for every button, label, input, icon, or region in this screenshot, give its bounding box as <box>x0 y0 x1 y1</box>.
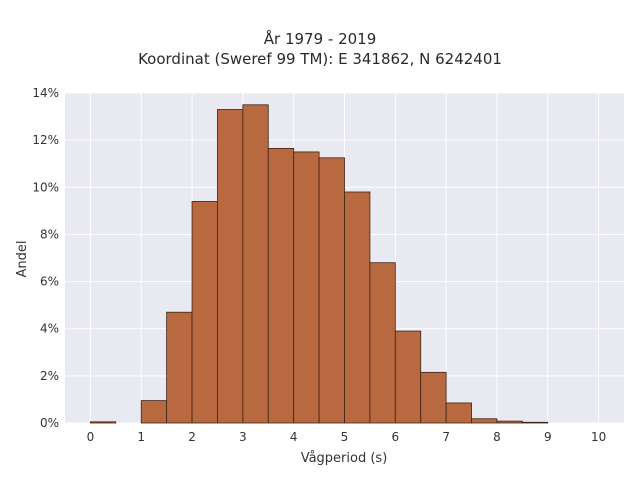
histogram-bar <box>420 371 447 424</box>
y-tick-label: 8% <box>40 227 59 241</box>
x-tick-label: 10 <box>591 430 606 444</box>
histogram-bar <box>140 400 168 424</box>
y-tick-label: 12% <box>32 133 59 147</box>
histogram-bar <box>344 191 371 424</box>
x-tick-label: 0 <box>87 430 95 444</box>
y-axis-label: Andel <box>15 241 30 278</box>
x-tick-label: 4 <box>290 430 298 444</box>
histogram-bar <box>445 402 472 424</box>
x-tick-label: 6 <box>391 430 399 444</box>
x-tick-label: 9 <box>544 430 552 444</box>
y-tick-label: 14% <box>32 86 59 100</box>
histogram-bar <box>496 420 523 424</box>
x-tick-label: 7 <box>442 430 450 444</box>
x-tick-label: 1 <box>137 430 145 444</box>
y-tick-label: 10% <box>32 180 59 194</box>
histogram-bar <box>217 109 244 424</box>
histogram-bar <box>242 104 269 424</box>
histogram-bar <box>191 201 218 424</box>
histogram-bar <box>369 262 396 424</box>
chart-subtitle: Koordinat (Sweref 99 TM): E 341862, N 62… <box>138 50 502 68</box>
histogram-bar <box>394 330 422 424</box>
y-tick-label: 6% <box>40 275 59 289</box>
x-axis-label: Vågperiod (s) <box>301 451 388 466</box>
y-tick-label: 4% <box>40 322 59 336</box>
x-tick-label: 8 <box>493 430 501 444</box>
histogram-bar <box>166 311 193 424</box>
x-tick-label: 2 <box>188 430 196 444</box>
histogram-bar <box>90 421 117 424</box>
chart-title: År 1979 - 2019 <box>263 30 377 48</box>
histogram-bar <box>318 157 345 424</box>
x-tick-label: 5 <box>341 430 349 444</box>
histogram-bar <box>521 421 549 424</box>
histogram-bar <box>471 418 498 424</box>
x-tick-label: 3 <box>239 430 247 444</box>
histogram-bar <box>267 147 295 424</box>
y-tick-label: 2% <box>40 369 59 383</box>
y-tick-label: 0% <box>40 416 59 430</box>
histogram-bar <box>293 151 320 424</box>
